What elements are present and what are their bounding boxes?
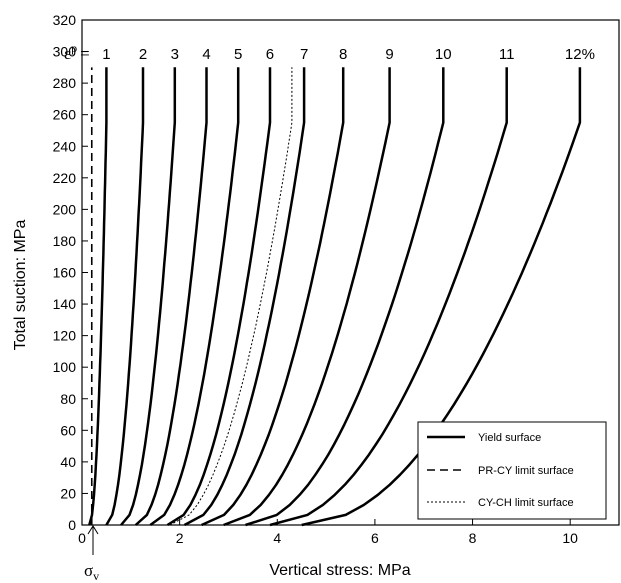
legend-label-cy-ch: CY-CH limit surface <box>478 497 574 509</box>
y-tick-label: 200 <box>53 201 77 217</box>
x-tick-label: 2 <box>176 530 184 546</box>
y-tick-label: 20 <box>60 485 76 501</box>
x-axis-ticks: 0 2 4 6 8 10 <box>78 519 578 546</box>
yield-surface-label: 12% <box>565 46 595 63</box>
yield-surface-line <box>120 67 177 526</box>
y-tick-label: 160 <box>53 265 77 281</box>
y-tick-label: 40 <box>60 454 76 470</box>
yield-surface-label: 8 <box>339 46 347 63</box>
y-tick-label: 100 <box>53 359 77 375</box>
yield-surface-label: 5 <box>234 46 242 63</box>
x-tick-label: 0 <box>78 530 86 546</box>
yield-surface-line <box>134 67 208 526</box>
legend-label-yield: Yield surface <box>478 432 541 444</box>
strain-label: εp = <box>64 41 90 63</box>
y-tick-label: 220 <box>53 170 77 186</box>
y-tick-label: 80 <box>60 391 76 407</box>
y-tick-label: 320 <box>53 12 77 28</box>
yield-surface-label: 2 <box>139 46 147 63</box>
yield-surface-line <box>301 67 582 527</box>
yield-surface-label: 7 <box>300 46 308 63</box>
yield-surface-line <box>201 67 345 527</box>
x-tick-label: 10 <box>562 530 578 546</box>
x-tick-label: 4 <box>273 530 281 546</box>
x-tick-label: 8 <box>469 530 477 546</box>
y-tick-label: 120 <box>53 328 77 344</box>
y-tick-label: 180 <box>53 233 77 249</box>
yield-surface-label: 6 <box>266 46 274 63</box>
y-tick-label: 240 <box>53 138 77 154</box>
sigma-arrow-head <box>87 525 99 535</box>
yield-surface-curves <box>88 67 582 527</box>
yield-surface-label: 10 <box>435 46 452 63</box>
yield-surface-label: 11 <box>499 46 515 63</box>
y-tick-label: 0 <box>68 517 76 533</box>
yield-surface-line <box>223 67 391 527</box>
sigma-v-marker: σv <box>84 525 99 583</box>
sigma-v-label: σv <box>84 561 99 583</box>
yield-surface-line <box>245 67 445 527</box>
cy-ch-limit-line <box>169 67 293 526</box>
curve-labels: 1 2 3 4 5 6 7 8 9 10 11 12% <box>102 46 595 63</box>
yield-surface-line <box>88 67 108 526</box>
y-tick-label: 140 <box>53 296 77 312</box>
yield-surface-label: 1 <box>102 46 110 63</box>
y-tick-label: 60 <box>60 422 76 438</box>
yield-surface-line <box>269 67 508 527</box>
legend: Yield surface PR-CY limit surface CY-CH … <box>417 421 607 520</box>
yield-surface-line <box>183 67 306 527</box>
y-tick-label: 300 <box>53 44 77 60</box>
yield-surface-line <box>149 67 240 527</box>
yield-surface-label: 9 <box>385 46 393 63</box>
y-tick-label: 280 <box>53 75 77 91</box>
limit-surfaces <box>90 67 293 526</box>
y-axis-title: Total suction: MPa <box>12 220 29 351</box>
y-axis-ticks: 0 20 40 60 80 100 120 140 160 180 200 220 240 260 280 3… <box>53 12 88 533</box>
legend-label-pr-cy: PR-CY limit surface <box>478 465 574 477</box>
x-tick-label: 6 <box>371 530 379 546</box>
y-tick-label: 260 <box>53 107 77 123</box>
yield-surface-line <box>105 67 145 526</box>
yield-surface-line <box>166 67 272 527</box>
plot-frame <box>81 19 620 526</box>
yield-surface-label: 3 <box>171 46 179 63</box>
x-axis-title: Vertical stress: MPa <box>269 562 410 579</box>
yield-surface-label: 4 <box>202 46 210 63</box>
